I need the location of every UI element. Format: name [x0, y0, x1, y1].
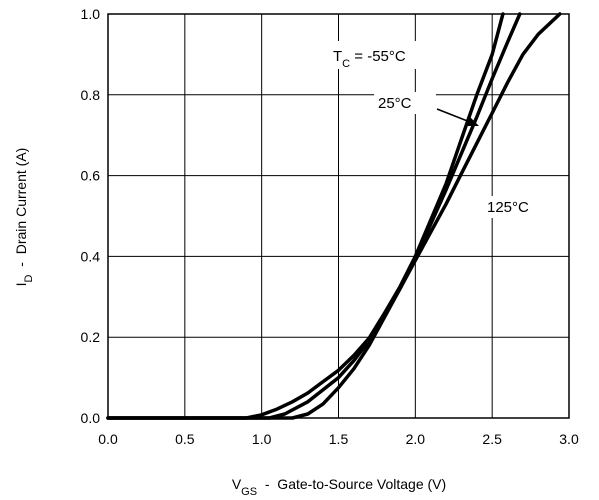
x-tick-label: 3.0	[559, 431, 579, 447]
annotation-25c-arrow	[436, 108, 471, 123]
y-tick-label: 0.6	[81, 168, 101, 184]
y-axis-label-rest: - Drain Current (A)	[13, 148, 29, 275]
x-tick-label: 1.5	[329, 431, 349, 447]
series-line-2	[106, 12, 562, 420]
series-line-1	[106, 12, 522, 420]
annotation-tc: TC = -55°C	[333, 48, 406, 70]
y-tick-label: 0.2	[81, 329, 101, 345]
plot-frame	[107, 13, 570, 419]
x-tick-label: 2.0	[406, 431, 426, 447]
annotation-tc-rest: = -55°C	[350, 48, 406, 65]
x-tick-label: 0.0	[98, 431, 118, 447]
x-tick-label: 1.0	[252, 431, 272, 447]
annotation-tc-bg	[330, 41, 448, 69]
annotation-125c: 125°C	[487, 199, 529, 216]
y-tick-label: 1.0	[81, 6, 101, 22]
annotation-125c-bg	[484, 196, 544, 218]
y-tick-label: 0.0	[81, 410, 101, 426]
y-tick-label: 0.8	[81, 87, 101, 103]
y-axis-ticks: 0.0 0.2 0.4 0.6 0.8 1.0	[81, 6, 101, 426]
x-axis-label-rest: - Gate-to-Source Voltage (V)	[257, 476, 446, 492]
y-axis-label-main: I	[13, 282, 29, 286]
annotation-tc-main: T	[333, 48, 342, 65]
x-axis-ticks: 0.0 0.5 1.0 1.5 2.0 2.5 3.0	[98, 431, 579, 447]
y-tick-label: 0.4	[81, 248, 101, 264]
x-axis-label-main: V	[232, 476, 242, 492]
y-axis-label-sub: D	[23, 274, 35, 282]
annotation-25c: 25°C	[378, 95, 412, 112]
annotation-tc-sub: C	[342, 58, 350, 70]
annotations: TC = -55°C 25°C 125°C	[330, 41, 544, 218]
y-axis-label: ID - Drain Current (A)	[13, 148, 35, 287]
series-line-0	[106, 12, 505, 420]
annotation-25c-bg	[374, 92, 436, 114]
annotation-25c-arrowhead	[466, 117, 479, 126]
x-axis-label: VGS - Gate-to-Source Voltage (V)	[232, 476, 446, 495]
series-group	[106, 12, 562, 420]
x-tick-label: 0.5	[175, 431, 195, 447]
x-axis-label-sub: GS	[241, 486, 257, 495]
x-tick-label: 2.5	[482, 431, 502, 447]
